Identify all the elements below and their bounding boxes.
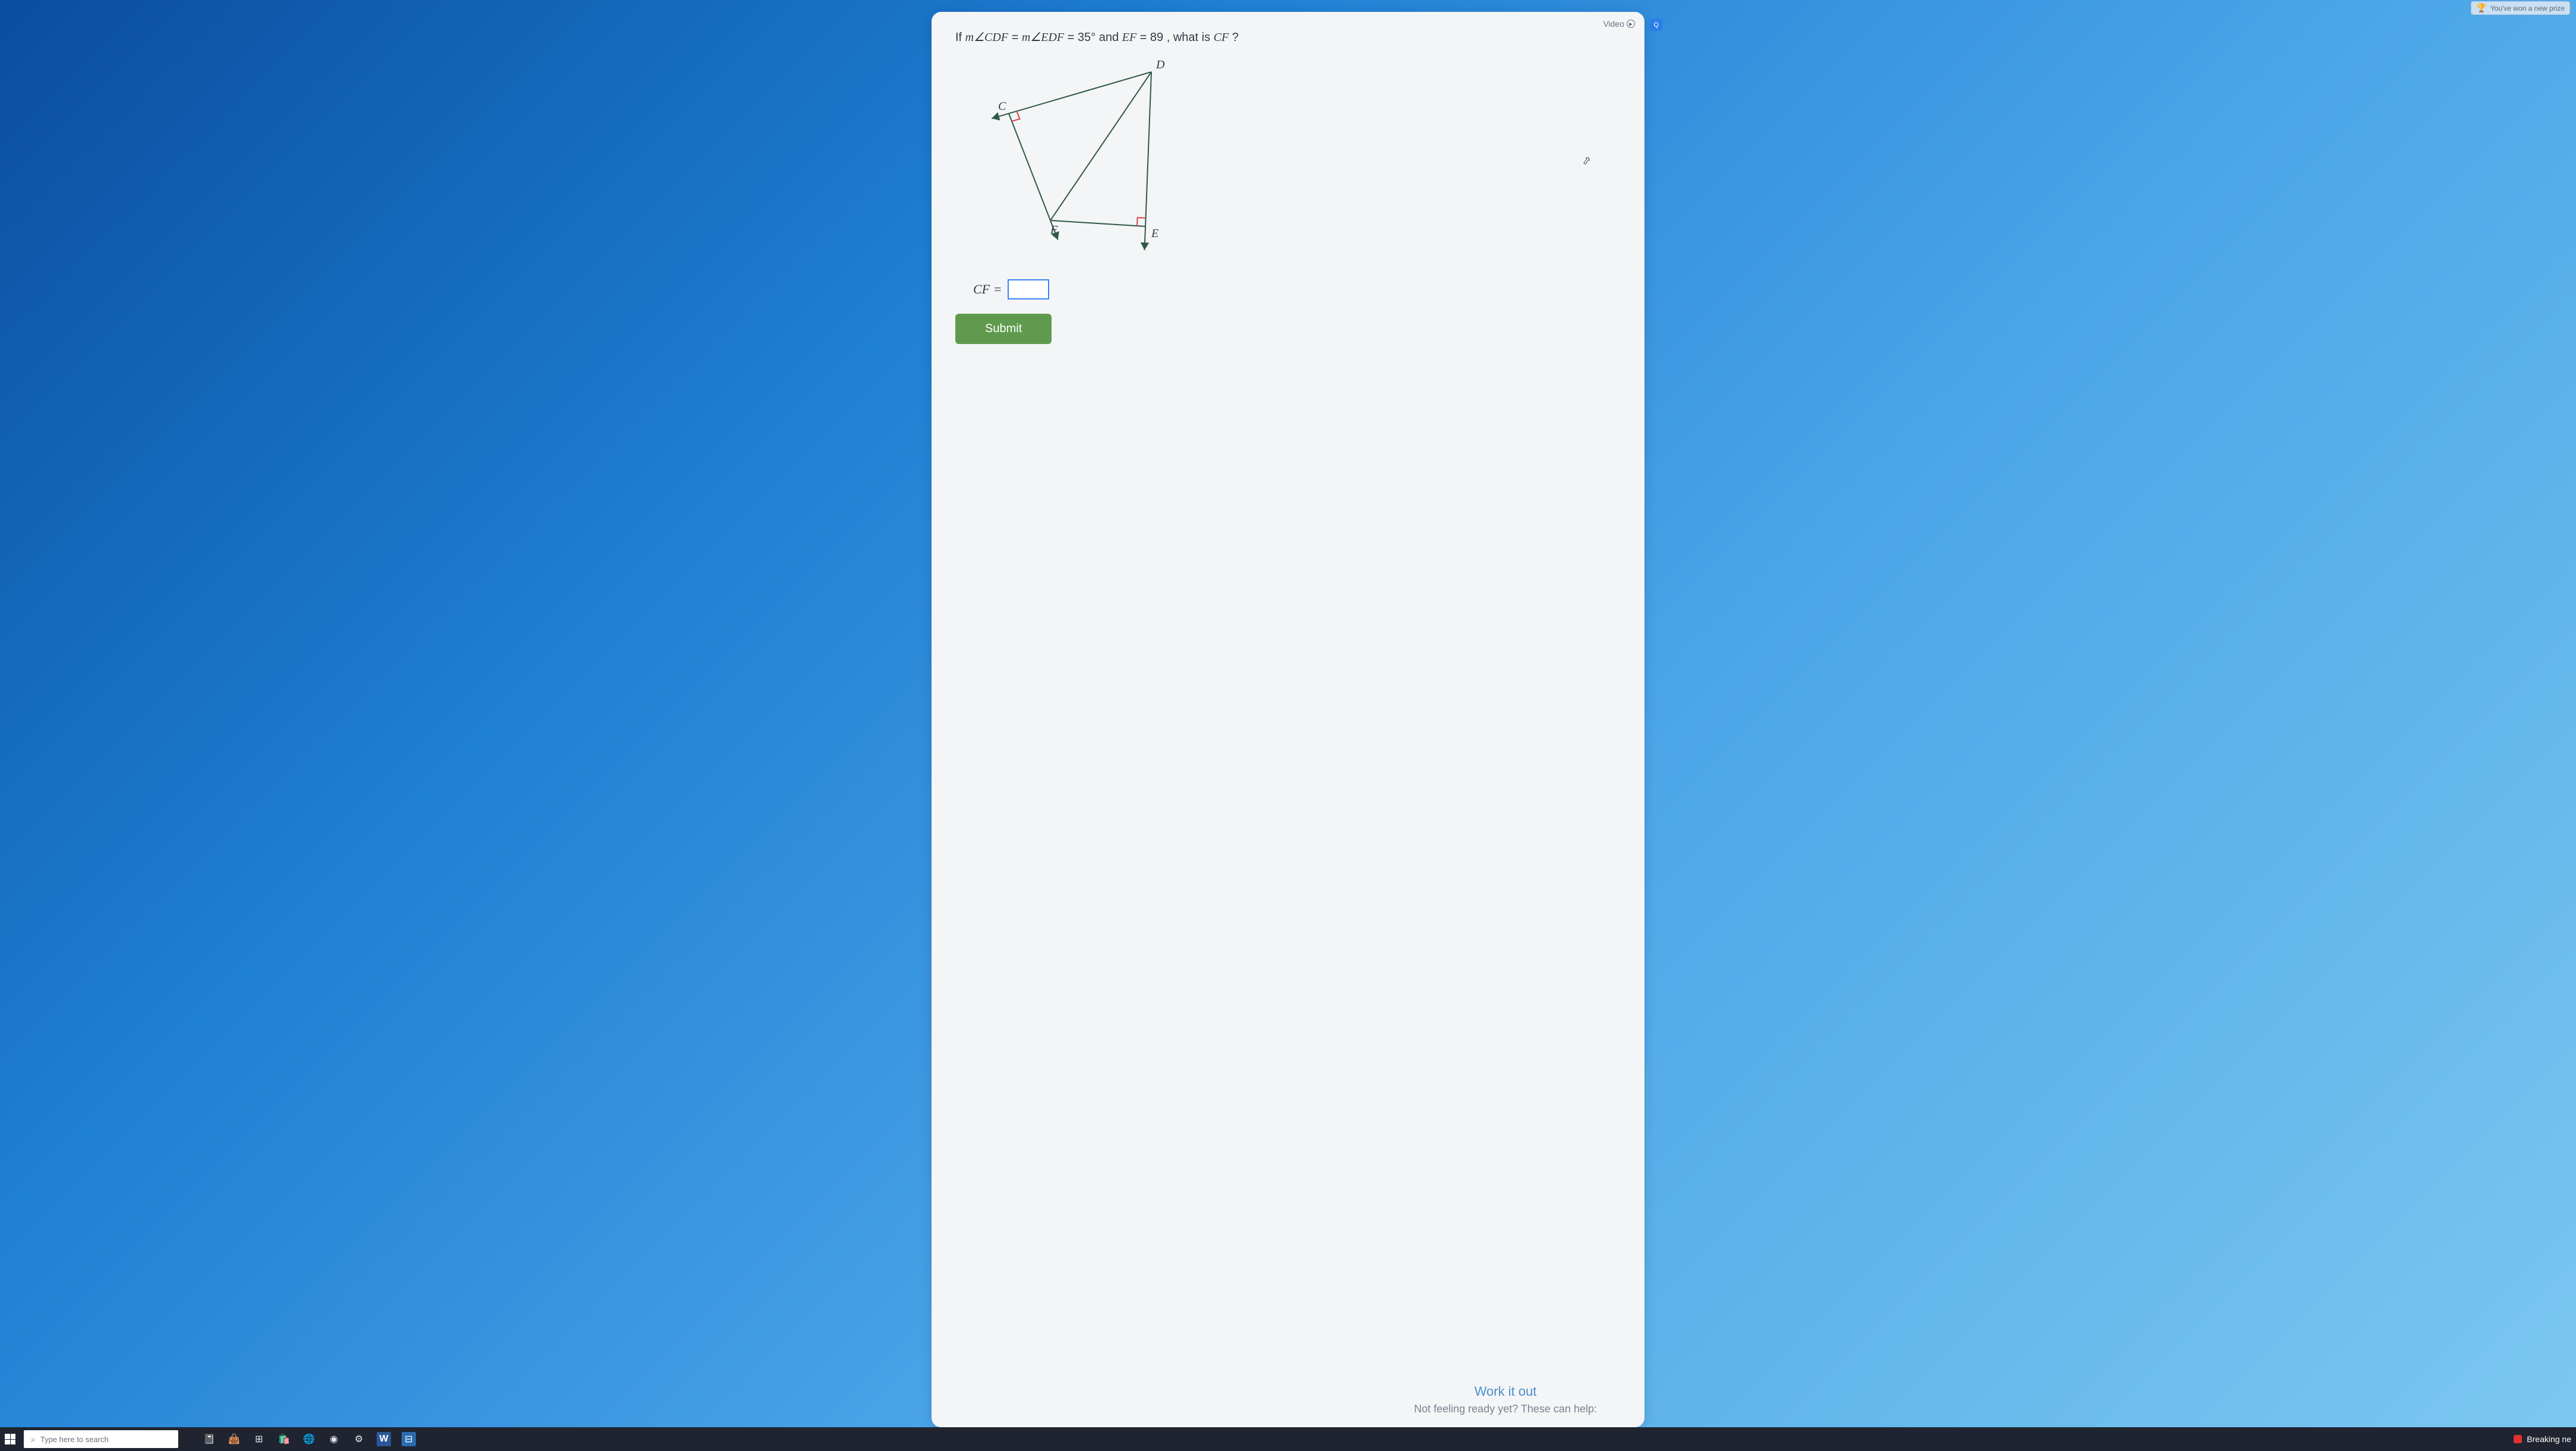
eq-sign: =: [1068, 31, 1078, 44]
prompt-text: If: [955, 31, 965, 44]
qmark: ?: [1232, 31, 1239, 44]
search-icon: ⌕: [31, 1434, 36, 1444]
eq-sign: =: [1012, 31, 1022, 44]
start-button[interactable]: [5, 1434, 15, 1444]
taskbar: ⌕ Type here to search 📓 👜 ⊞ 🛍️ 🌐 ◉ ⚙ W ⊟…: [0, 1427, 2576, 1451]
calculator-icon[interactable]: ⊟: [402, 1432, 416, 1446]
question-tab[interactable]: Q: [1650, 19, 1662, 31]
geometry-diagram: C D E F: [967, 54, 1621, 265]
submit-button[interactable]: Submit: [955, 314, 1052, 344]
eq-sign: =: [1140, 31, 1150, 44]
word-icon[interactable]: W: [377, 1432, 391, 1446]
taskbar-search[interactable]: ⌕ Type here to search: [24, 1430, 178, 1448]
angle-value: 35°: [1078, 31, 1096, 44]
work-it-out-link[interactable]: Work it out: [1414, 1384, 1597, 1399]
settings-icon[interactable]: ⚙: [352, 1432, 366, 1446]
svg-text:E: E: [1151, 227, 1158, 240]
question-prompt: If m∠CDF = m∠EDF = 35° and EF = 89 , wha…: [955, 30, 1621, 45]
play-icon: ▶: [1627, 20, 1635, 28]
taskbar-right: Breaking ne: [2514, 1434, 2571, 1444]
angle-cdf: m∠CDF: [965, 31, 1008, 44]
video-button[interactable]: Video ▶: [1603, 19, 1635, 29]
svg-text:D: D: [1156, 58, 1165, 71]
cursor-icon: ⬀: [1581, 154, 1592, 168]
chrome-icon[interactable]: ◉: [327, 1432, 341, 1446]
cf-equals-label: CF =: [973, 282, 1002, 297]
bag-icon[interactable]: 👜: [227, 1432, 241, 1446]
news-icon: [2514, 1435, 2522, 1443]
edge-icon[interactable]: 🌐: [302, 1432, 316, 1446]
help-block: Work it out Not feeling ready yet? These…: [1414, 1384, 1597, 1415]
diagram-svg: C D E F: [967, 54, 1193, 262]
cf-answer-input[interactable]: [1008, 279, 1049, 299]
news-text: Breaking ne: [2527, 1434, 2571, 1444]
video-label: Video: [1603, 19, 1624, 29]
and-text: and: [1099, 31, 1122, 44]
angle-edf: m∠EDF: [1022, 31, 1064, 44]
answer-row: CF =: [973, 279, 1621, 299]
store-icon[interactable]: 🛍️: [277, 1432, 291, 1446]
svg-text:F: F: [1050, 223, 1058, 236]
tail-text: , what is: [1167, 31, 1214, 44]
ef-var: EF: [1122, 31, 1137, 44]
news-widget[interactable]: Breaking ne: [2514, 1434, 2571, 1444]
books-icon[interactable]: 📓: [202, 1432, 216, 1446]
not-ready-text: Not feeling ready yet? These can help:: [1414, 1403, 1597, 1415]
cf-var: CF: [1214, 31, 1229, 44]
problem-card: Video ▶ Q If m∠CDF = m∠EDF = 35° and EF …: [932, 12, 1644, 1427]
task-view-icon[interactable]: ⊞: [252, 1432, 266, 1446]
svg-text:C: C: [998, 100, 1006, 113]
taskbar-apps: 📓 👜 ⊞ 🛍️ 🌐 ◉ ⚙ W ⊟: [202, 1432, 416, 1446]
ef-value: 89: [1150, 31, 1163, 44]
search-placeholder: Type here to search: [40, 1435, 109, 1444]
desktop: Video ▶ Q If m∠CDF = m∠EDF = 35° and EF …: [0, 0, 2576, 1427]
